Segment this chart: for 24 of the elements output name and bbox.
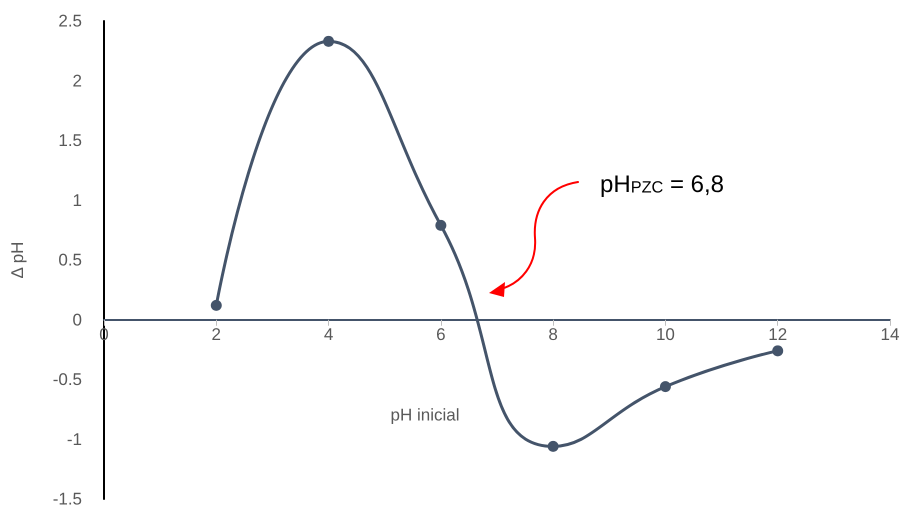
y-tick-label: -1.5 [52,490,82,508]
point [435,220,446,231]
point [210,300,222,311]
x-tick-label: 14 [880,324,900,344]
y-tick-label: 0.5 [58,250,82,270]
y-tick-label: -1 [66,430,82,449]
y-tick-label: 0 [72,310,82,330]
x-tick-label: 2 [212,324,222,344]
y-tick-label: 1.5 [58,131,82,150]
y-tick-label: 2.5 [58,12,82,30]
x-tick-label: 4 [324,324,334,344]
point [772,345,784,356]
point [660,381,671,392]
y-axis-title: Δ pH [8,242,27,278]
x-axis-title: pH inicial [390,406,460,424]
point [548,440,559,452]
point [323,36,334,47]
x-tick-label: 10 [656,324,675,344]
y-tick-label: -0.5 [52,370,82,389]
y-tick-label: 1 [72,190,82,210]
y-tick-label: 2 [72,71,82,90]
x-tick-label: 12 [768,324,788,344]
x-tick-label: 6 [436,324,446,344]
x-tick-label: 8 [548,324,558,344]
